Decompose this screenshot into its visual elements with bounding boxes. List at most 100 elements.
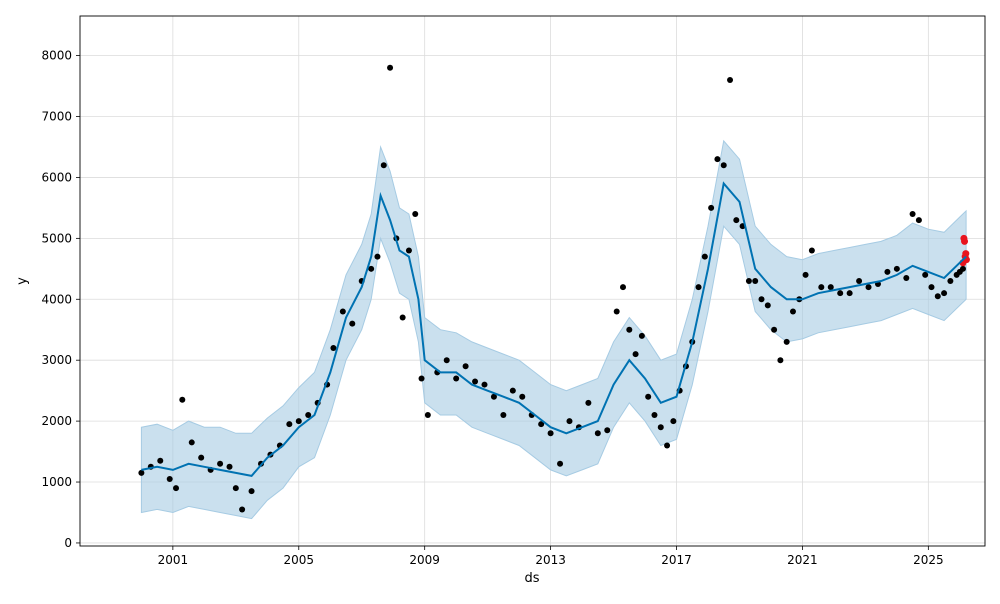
observed-point [538, 421, 545, 428]
plot-frame [79, 15, 986, 547]
observed-point [472, 378, 479, 385]
observed-point [232, 485, 239, 492]
observed-point [519, 393, 526, 400]
observed-point [865, 284, 872, 291]
observed-point [368, 265, 375, 272]
observed-point [424, 412, 431, 419]
y-tick-label: 4000 [41, 292, 72, 306]
observed-point [893, 265, 900, 272]
y-tick-label: 1000 [41, 475, 72, 489]
observed-point [922, 271, 929, 278]
observed-point [903, 274, 910, 281]
x-axis-label: ds [524, 571, 539, 586]
observed-point [248, 488, 255, 495]
observed-point [695, 284, 702, 291]
forecast-line [141, 181, 967, 477]
observed-point [509, 387, 516, 394]
observed-point [884, 268, 891, 275]
observed-point [295, 418, 302, 425]
observed-point [179, 396, 186, 403]
observed-point [380, 162, 387, 169]
observed-point [173, 485, 180, 492]
x-tick-label: 2009 [409, 553, 440, 567]
observed-point [462, 363, 469, 370]
uncertainty-band-layer [140, 139, 967, 520]
observed-point [286, 421, 293, 428]
observed-point [752, 278, 759, 284]
axis-ticks: 2001 2005 2009 2013 2017 2021 2025 0 1000 2000 300… [41, 49, 943, 567]
observed-point [557, 460, 564, 467]
observed-point [339, 308, 346, 315]
observed-point [733, 217, 740, 224]
observed-point [613, 308, 620, 315]
observed-point [808, 247, 815, 254]
observed-point [198, 454, 205, 461]
observed-point [188, 439, 195, 446]
observed-point [764, 302, 771, 309]
observed-point [349, 320, 356, 327]
observed-point [638, 332, 645, 339]
y-tick-label: 3000 [41, 353, 72, 367]
observed-point [664, 442, 671, 449]
observed-point [453, 375, 460, 382]
x-tick-label: 2017 [661, 553, 692, 567]
observed-point [645, 393, 652, 400]
observed-point [802, 271, 809, 278]
observed-point [670, 418, 677, 425]
observed-point [217, 460, 224, 467]
observed-point [827, 284, 834, 291]
observed-point [626, 326, 633, 333]
observed-point [387, 64, 394, 71]
observed-point [777, 357, 784, 364]
observed-point [856, 278, 863, 284]
observed-point [941, 290, 948, 297]
observed-point [604, 427, 611, 434]
observed-point [481, 381, 488, 388]
observed-point [909, 210, 916, 217]
observed-point [412, 210, 419, 217]
observed-point [374, 253, 381, 260]
observed-point [771, 326, 778, 333]
observed-point [714, 156, 721, 163]
x-tick-label: 2001 [158, 553, 189, 567]
observed-point [934, 293, 941, 300]
observed-point [818, 284, 825, 291]
observed-point [947, 278, 954, 284]
observed-point [708, 204, 715, 211]
observed-point [959, 265, 966, 272]
observed-point [620, 284, 626, 291]
observed-point [846, 290, 853, 297]
recent-point [962, 250, 970, 258]
observed-point [837, 290, 844, 297]
y-tick-label: 7000 [41, 110, 72, 124]
observed-point [594, 430, 601, 437]
recent-point [961, 237, 969, 245]
observed-point [138, 469, 145, 476]
observed-point [651, 412, 658, 419]
observed-point [727, 76, 734, 83]
observed-point [745, 278, 752, 284]
observed-point [701, 253, 708, 260]
observed-point [443, 357, 450, 364]
forecast-line-layer [141, 181, 967, 477]
y-axis-label: y [15, 277, 30, 285]
observed-point [226, 463, 233, 470]
observed-point [405, 247, 412, 254]
observed-point [720, 162, 727, 169]
observed-point [330, 345, 337, 352]
observed-point [399, 314, 406, 321]
observed-point [305, 412, 312, 419]
observed-point [157, 457, 164, 464]
observed-point [789, 308, 796, 315]
y-tick-label: 0 [64, 536, 72, 550]
observed-point [928, 284, 935, 291]
uncertainty-band [140, 139, 967, 520]
observed-point [547, 430, 554, 437]
observed-point [239, 506, 246, 513]
y-tick-label: 8000 [41, 49, 72, 63]
observed-points-layer [138, 64, 966, 513]
x-tick-label: 2021 [787, 553, 818, 567]
y-tick-label: 6000 [41, 170, 72, 184]
